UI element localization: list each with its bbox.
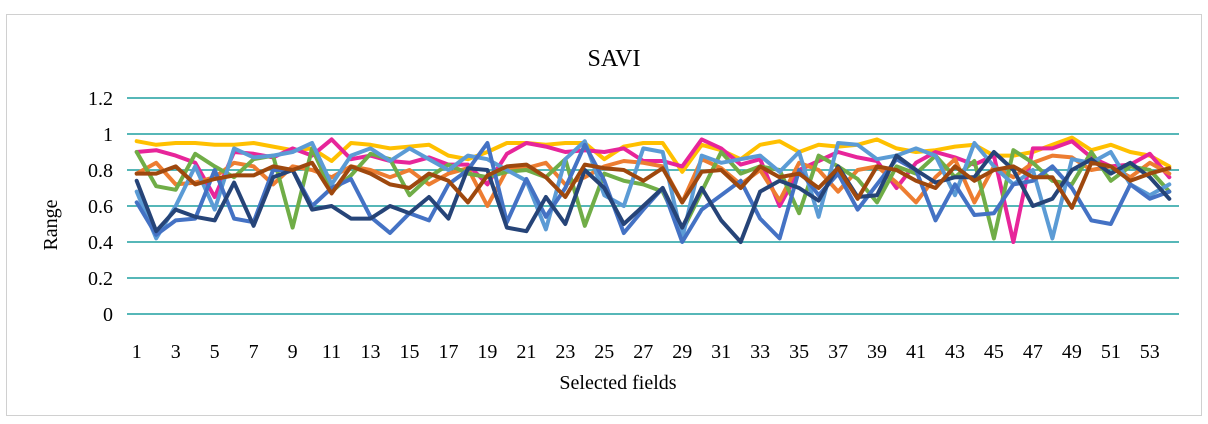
- x-tick-label: 27: [633, 341, 653, 363]
- x-tick-label: 33: [750, 341, 770, 363]
- x-tick-label: 1: [132, 341, 142, 363]
- y-tick-label: 0.2: [88, 268, 113, 290]
- x-tick-label: 13: [361, 341, 381, 363]
- x-tick-label: 47: [1023, 341, 1043, 363]
- x-tick-label: 21: [516, 341, 536, 363]
- x-axis-label: Selected fields: [559, 372, 676, 394]
- series-line-7: [134, 150, 1172, 244]
- x-tick-label: 51: [1101, 341, 1121, 363]
- x-tick-label: 49: [1062, 341, 1082, 363]
- y-tick-label: 0.4: [88, 232, 113, 254]
- x-tick-label: 41: [906, 341, 926, 363]
- x-tick-label: 29: [672, 341, 692, 363]
- x-tick-label: 43: [945, 341, 965, 363]
- x-tick-label: 45: [984, 341, 1004, 363]
- y-axis-label: Range: [40, 199, 62, 250]
- x-tick-label: 31: [711, 341, 731, 363]
- y-tick-label: 1: [103, 124, 113, 146]
- x-tick-label: 7: [249, 341, 259, 363]
- x-tick-label: 25: [594, 341, 614, 363]
- x-tick-label: 11: [322, 341, 341, 363]
- y-tick-label: 0.8: [88, 160, 113, 182]
- y-tick-label: 0.6: [88, 196, 113, 218]
- y-tick-labels: 0 0.2 0.4 0.6 0.8 1 1.2: [88, 88, 113, 326]
- x-tick-label: 15: [399, 341, 419, 363]
- x-tick-labels: 1 3 5 7 9 11 13 15 17 19 21 23 25 27 29 31 33 35 37 39 41 43 4…: [132, 341, 1160, 363]
- x-tick-label: 5: [210, 341, 220, 363]
- series-line-8: [134, 160, 1172, 210]
- x-tick-label: 35: [789, 341, 809, 363]
- x-tick-label: 3: [171, 341, 181, 363]
- x-tick-label: 37: [828, 341, 848, 363]
- series-lines: [134, 135, 1172, 244]
- series-line-4: [134, 146, 1172, 241]
- x-tick-label: 39: [867, 341, 887, 363]
- x-tick-label: 17: [438, 341, 458, 363]
- chart-title: SAVI: [588, 46, 641, 72]
- x-tick-label: 23: [555, 341, 575, 363]
- y-tick-label: 0: [103, 304, 113, 326]
- x-tick-label: 19: [477, 341, 497, 363]
- chart-frame: SAVI 0 0.2 0.4 0.6 0.8 1 1.2 1 3 5 7 9 11 13 15 17 19 21…: [6, 14, 1202, 416]
- savi-line-chart: SAVI 00.20.40.60.811.2 1 3 5 7 9 11 13 15 17 19 21…: [40, 46, 1179, 394]
- x-tick-label: 9: [288, 341, 298, 363]
- y-tick-label: 1.2: [88, 88, 113, 110]
- x-tick-label: 53: [1140, 341, 1160, 363]
